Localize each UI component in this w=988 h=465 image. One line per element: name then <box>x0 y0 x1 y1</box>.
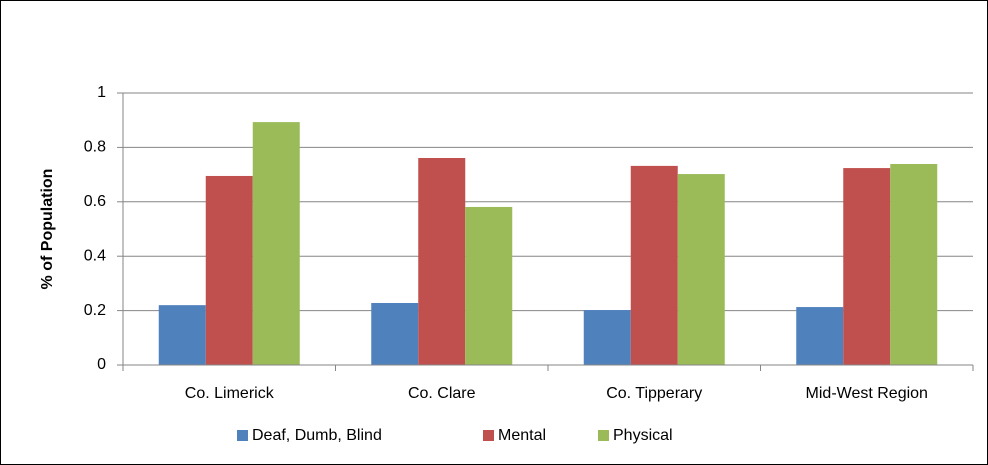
x-tick-label: Mid-West Region <box>806 385 928 402</box>
y-tick-label: 0 <box>97 356 106 373</box>
bar <box>677 174 725 365</box>
x-tick-label: Co. Tipperary <box>606 385 702 402</box>
bar <box>252 122 300 365</box>
legend-swatch <box>598 430 609 441</box>
y-tick-label: 0.4 <box>84 247 106 264</box>
bar <box>796 307 844 365</box>
x-tick-label: Co. Limerick <box>185 385 275 402</box>
bar <box>583 310 631 365</box>
y-axis-label: % of Population <box>39 169 56 290</box>
bar <box>630 165 678 365</box>
bar <box>890 163 938 365</box>
bar <box>371 302 419 365</box>
legend-label: Mental <box>498 427 546 444</box>
y-tick-label: 0.8 <box>84 139 106 156</box>
y-tick-label: 1 <box>97 84 106 101</box>
y-tick-label: 0.6 <box>84 193 106 210</box>
bar <box>205 175 253 365</box>
legend-swatch <box>483 430 494 441</box>
legend-label: Physical <box>613 427 673 444</box>
bar <box>418 158 466 365</box>
bar <box>465 206 513 365</box>
bar <box>843 168 891 365</box>
y-tick-label: 0.2 <box>84 302 106 319</box>
x-tick-label: Co. Clare <box>408 385 476 402</box>
bar <box>158 305 206 365</box>
legend-label: Deaf, Dumb, Blind <box>252 427 382 444</box>
legend-swatch <box>237 430 248 441</box>
